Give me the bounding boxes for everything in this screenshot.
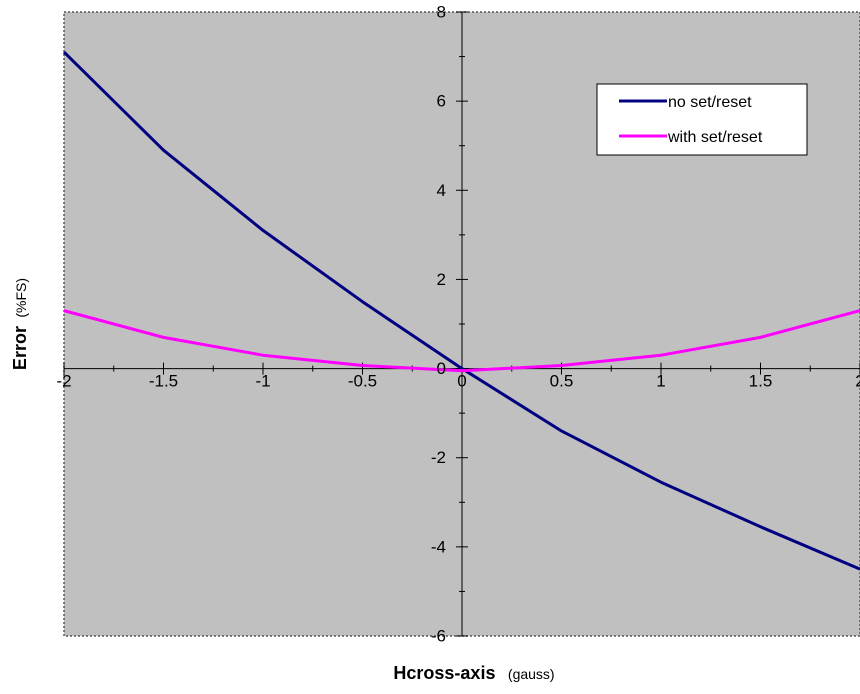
x-tick-label: 1 (656, 372, 665, 391)
y-tick-label: 4 (437, 181, 446, 200)
x-tick-label: 2 (855, 372, 860, 391)
legend-label-with-set-reset: with set/reset (667, 129, 763, 146)
y-axis-unit: (%FS) (13, 278, 29, 318)
y-tick-label: 8 (437, 3, 446, 22)
y-tick-label: 2 (437, 270, 446, 289)
y-axis-title: Error (%FS) (10, 278, 30, 370)
series-line-no-set-reset (62, 51, 860, 571)
tick-labels: -2 -1.5 -1 -0.5 0 0.5 1 1.5 2 -6 -4 -2 0 2 4 6 8 (56, 3, 860, 646)
x-tick-label: -2 (56, 372, 71, 391)
y-tick-label: -2 (431, 448, 446, 467)
x-tick-label: -0.5 (348, 372, 377, 391)
x-tick-label: 0.5 (550, 372, 574, 391)
series-lines (62, 51, 860, 571)
y-tick-label: -6 (431, 627, 446, 646)
x-axis-unit: (gauss) (508, 666, 555, 682)
x-tick-label: 1.5 (749, 372, 773, 391)
y-tick-label: 6 (437, 92, 446, 111)
x-tick-label: 0 (457, 372, 466, 391)
x-axis-label: Hcross-axis (393, 663, 495, 683)
series-line-with-set-reset (63, 309, 860, 373)
y-axis-label: Error (10, 326, 30, 370)
legend: no set/reset with set/reset (596, 83, 808, 156)
legend-box (596, 83, 808, 156)
legend-label-no-set-reset: no set/reset (668, 94, 752, 111)
x-axis-title: Hcross-axis (gauss) (393, 663, 554, 683)
y-tick-label: -4 (431, 537, 446, 556)
x-tick-label: -1.5 (149, 372, 178, 391)
y-tick-label: 0 (437, 359, 446, 378)
x-tick-label: -1 (255, 372, 270, 391)
